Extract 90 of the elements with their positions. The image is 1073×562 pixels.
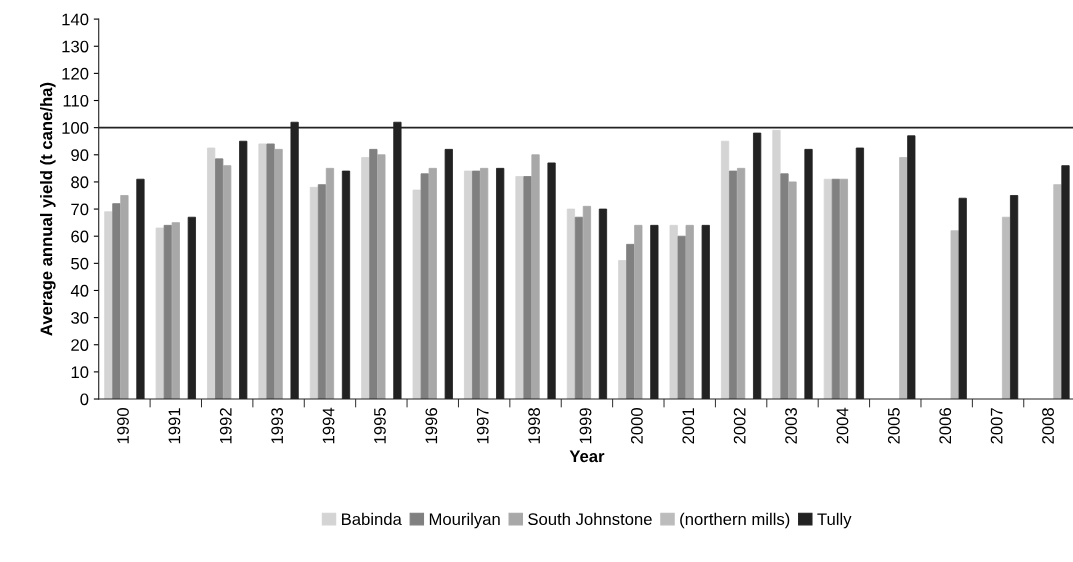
bar [325,167,335,400]
bar [626,243,635,400]
bar [258,143,267,400]
bar [839,178,848,400]
y-tick-label: 70 [71,203,89,216]
y-tick-label: 90 [71,149,89,161]
bar [1001,216,1011,400]
y-tick-label: 60 [71,230,89,243]
bar [428,167,437,400]
bar [574,216,584,400]
x-tick-label: 1993 [271,408,284,444]
legend-label: South Johnstone [528,512,652,526]
bar [677,235,686,400]
bar [831,178,840,400]
bar [155,227,164,400]
bar [566,208,575,400]
legend-label: (northern mills) [680,512,790,529]
legend-label: Mourilyan [429,512,500,529]
bar [582,205,592,400]
bar [274,148,283,400]
x-tick-label: 1992 [219,408,232,444]
bar [223,165,232,400]
x-tick-label: 2000 [630,408,643,444]
bar [823,178,832,400]
x-tick-label: 2003 [785,408,797,444]
bar [685,224,694,400]
bar [1053,184,1062,400]
bar [788,181,797,400]
x-tick-label: 2001 [682,408,695,444]
x-tick-label: 1997 [476,408,489,444]
x-tick-label: 2007 [990,408,1003,444]
x-tick-label: 1994 [322,407,335,444]
bar [266,143,275,400]
bar [317,184,327,400]
y-tick-label: 30 [71,312,89,324]
bar [215,158,224,400]
bar [112,203,121,400]
bar [515,176,524,400]
y-tick-label: 20 [71,339,89,351]
bar [669,224,678,400]
bar [420,173,429,400]
x-tick-label: 1991 [168,408,181,444]
bar [720,140,730,400]
x-tick-label: 1999 [579,408,592,444]
x-tick-label: 1998 [528,408,541,444]
bar [361,157,370,400]
y-tick-label: 130 [62,40,89,53]
y-tick-label: 100 [62,122,89,134]
x-tick-label: 2006 [939,408,952,444]
bar [737,167,746,400]
bar [772,129,781,400]
bar [634,224,643,400]
x-tick-label: 2008 [1042,408,1054,444]
bar [618,260,627,400]
bar [899,157,908,400]
y-tick-label: 0 [80,393,89,406]
bar [950,230,959,400]
y-tick-label: 50 [71,257,89,270]
y-tick-label: 40 [70,284,89,297]
legend-label: Babinda [342,512,402,526]
x-tick-label: 1990 [117,408,129,444]
bar [531,154,540,400]
y-tick-label: 110 [63,94,89,107]
bar [163,224,172,400]
bar [780,173,789,400]
y-tick-label: 140 [62,13,89,26]
bar [472,170,481,400]
bar [464,170,473,400]
bar [480,167,489,400]
bar [728,170,738,400]
bar [207,147,216,400]
bar [104,211,113,400]
x-tick-label: 2004 [836,407,849,444]
x-tick-label: 1996 [425,408,438,444]
y-axis-title: Average annual yield (t cane/ha) [40,82,56,336]
x-tick-label: 2005 [887,408,900,444]
y-tick-label: 10 [71,366,89,379]
bar [369,148,378,400]
x-tick-label: 1995 [374,408,386,444]
x-axis-title: Year [569,450,605,463]
y-tick-label: 120 [62,67,89,80]
legend-label: Tully [817,512,852,529]
bar [171,222,180,400]
bar [523,176,532,400]
bar [309,186,319,400]
bar [377,154,386,400]
x-tick-label: 2002 [733,408,746,444]
bar [412,189,421,400]
y-tick-label: 80 [71,176,89,189]
bar [120,195,129,400]
